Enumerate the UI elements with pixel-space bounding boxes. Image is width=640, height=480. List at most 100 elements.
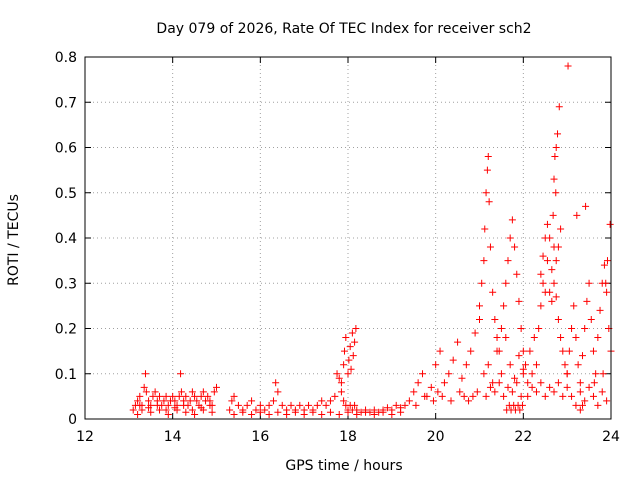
data-point bbox=[576, 406, 584, 414]
data-point bbox=[177, 388, 185, 396]
data-point bbox=[191, 392, 199, 400]
data-point bbox=[383, 404, 391, 412]
data-point bbox=[465, 397, 473, 405]
data-point bbox=[489, 288, 497, 296]
data-point bbox=[551, 153, 559, 161]
data-point bbox=[344, 370, 352, 378]
data-point bbox=[265, 401, 273, 409]
data-point bbox=[594, 334, 602, 342]
data-point bbox=[598, 388, 606, 396]
data-point bbox=[491, 388, 499, 396]
y-tick-label: 0 bbox=[68, 412, 77, 428]
data-point bbox=[500, 302, 508, 310]
data-point bbox=[486, 243, 494, 251]
data-point bbox=[579, 352, 587, 360]
data-point bbox=[568, 325, 576, 332]
y-tick-label: 0.1 bbox=[55, 367, 77, 383]
data-point bbox=[397, 408, 405, 416]
y-tick-label: 0.2 bbox=[55, 322, 77, 338]
data-point bbox=[206, 401, 214, 409]
data-point bbox=[590, 379, 598, 387]
data-point bbox=[467, 347, 475, 355]
data-point bbox=[579, 401, 587, 409]
data-point bbox=[572, 401, 580, 409]
data-point bbox=[228, 397, 236, 405]
data-point bbox=[508, 388, 516, 396]
data-point bbox=[188, 388, 196, 396]
data-point bbox=[603, 397, 611, 405]
data-point bbox=[469, 392, 477, 400]
data-point bbox=[335, 410, 343, 418]
data-point bbox=[517, 392, 525, 400]
data-point bbox=[410, 388, 418, 396]
data-point bbox=[550, 175, 558, 183]
data-point bbox=[497, 325, 505, 332]
data-point bbox=[484, 153, 492, 161]
data-point bbox=[530, 334, 538, 342]
data-point bbox=[177, 370, 185, 378]
data-point bbox=[511, 374, 519, 382]
data-point bbox=[269, 397, 277, 405]
plot-frame bbox=[84, 56, 612, 420]
data-point bbox=[434, 388, 442, 396]
data-point bbox=[265, 410, 273, 418]
data-point bbox=[199, 388, 207, 396]
data-point bbox=[191, 410, 199, 418]
data-point bbox=[517, 325, 525, 332]
data-point bbox=[351, 401, 359, 409]
data-point bbox=[526, 347, 534, 355]
data-point bbox=[252, 406, 260, 414]
data-point bbox=[504, 383, 512, 391]
data-point bbox=[539, 279, 547, 287]
data-point bbox=[291, 408, 299, 416]
data-point bbox=[568, 392, 576, 400]
data-point bbox=[213, 383, 220, 391]
data-point bbox=[554, 315, 562, 323]
data-point bbox=[537, 302, 545, 310]
data-point bbox=[180, 401, 188, 409]
y-tick-label: 0.4 bbox=[55, 231, 77, 247]
data-point bbox=[274, 408, 282, 416]
data-point bbox=[546, 288, 554, 296]
data-point bbox=[337, 379, 345, 387]
data-point bbox=[602, 279, 610, 287]
data-point bbox=[519, 370, 527, 378]
data-point bbox=[322, 401, 330, 409]
data-point bbox=[362, 408, 370, 416]
x-tick-label: 22 bbox=[514, 429, 532, 445]
data-point bbox=[342, 334, 350, 342]
x-tick-label: 14 bbox=[164, 429, 182, 445]
data-point bbox=[313, 401, 321, 409]
data-point bbox=[370, 410, 378, 418]
data-point bbox=[346, 343, 354, 351]
data-point bbox=[145, 404, 153, 412]
data-point bbox=[164, 401, 172, 409]
data-point bbox=[483, 166, 491, 174]
y-tick-label: 0.7 bbox=[55, 95, 77, 111]
data-point bbox=[476, 302, 483, 310]
data-point bbox=[481, 225, 489, 233]
data-point bbox=[287, 401, 295, 409]
grid-lines bbox=[85, 57, 611, 419]
data-point bbox=[599, 370, 607, 378]
data-point bbox=[421, 392, 429, 400]
data-point bbox=[171, 397, 179, 405]
data-point bbox=[502, 334, 510, 342]
data-point bbox=[309, 408, 317, 416]
data-point bbox=[550, 279, 558, 287]
data-point bbox=[519, 347, 527, 355]
data-point bbox=[480, 370, 488, 378]
data-point bbox=[261, 406, 269, 414]
data-point bbox=[256, 408, 264, 416]
data-point bbox=[447, 397, 455, 405]
data-points bbox=[129, 62, 615, 418]
data-point bbox=[136, 401, 144, 409]
data-point bbox=[230, 410, 238, 418]
data-point bbox=[345, 356, 353, 364]
data-point bbox=[347, 365, 355, 373]
data-point bbox=[574, 361, 582, 369]
data-point bbox=[182, 392, 190, 400]
data-point bbox=[405, 397, 413, 405]
data-point bbox=[412, 401, 420, 409]
data-point bbox=[570, 302, 578, 310]
